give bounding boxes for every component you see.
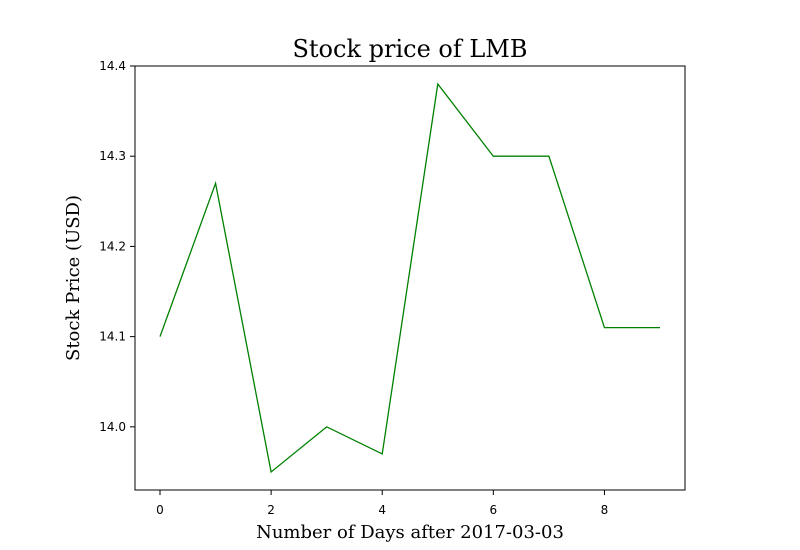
y-tick-label: 14.4 <box>99 59 126 73</box>
x-tick-label: 6 <box>490 503 498 517</box>
y-tick-label: 14.0 <box>99 420 126 434</box>
x-axis-ticks: 0 2 4 6 8 <box>156 490 608 517</box>
x-tick-label: 8 <box>601 503 609 517</box>
price-series-line <box>159 82 660 474</box>
x-axis-label: Number of Days after 2017-03-03 <box>256 522 564 543</box>
x-tick-label: 4 <box>378 503 386 517</box>
plot-area-frame <box>134 65 686 491</box>
y-axis-ticks: 14.0 14.1 14.2 14.3 14.4 <box>99 59 135 434</box>
y-tick-label: 14.1 <box>99 330 126 344</box>
x-tick-label: 0 <box>156 503 164 517</box>
chart-title: Stock price of LMB <box>292 35 527 63</box>
y-tick-label: 14.2 <box>99 239 126 253</box>
y-tick-label: 14.3 <box>99 149 126 163</box>
x-tick-label: 2 <box>267 503 275 517</box>
y-axis-label: Stock Price (USD) <box>63 195 84 361</box>
